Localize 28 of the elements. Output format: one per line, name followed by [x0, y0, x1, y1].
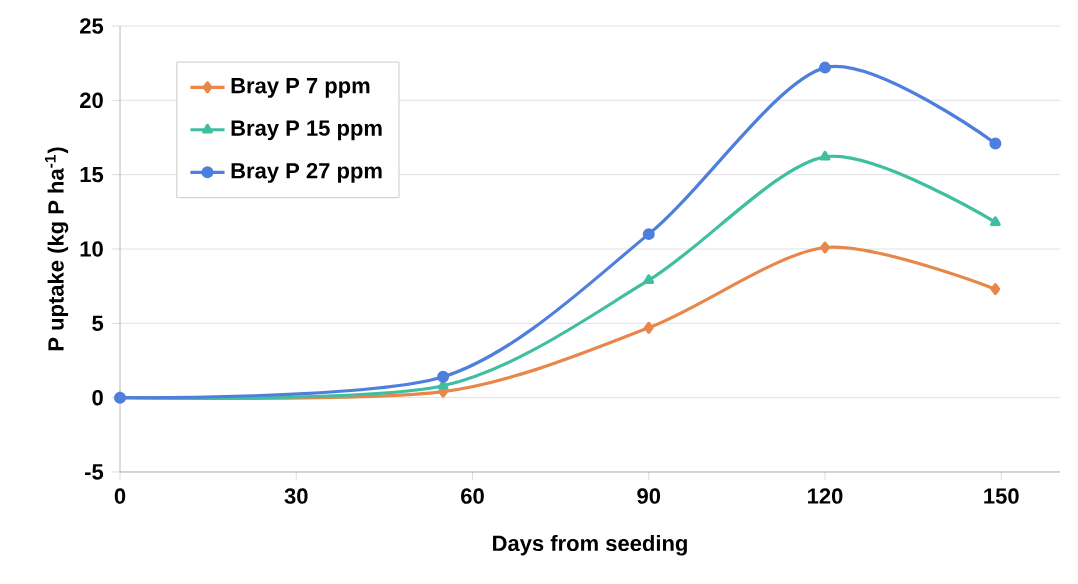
y-tick-label: 0	[92, 389, 103, 406]
point	[989, 137, 1002, 150]
y-tick-label: 5	[92, 315, 104, 331]
point	[819, 150, 831, 161]
point	[819, 61, 831, 74]
y-axis-title: P uptake (kg P ha$^{-1}$)	[45, 147, 69, 351]
x-tick-label: 90	[637, 488, 661, 504]
point	[437, 370, 450, 383]
point	[820, 241, 830, 254]
legend-label: Bray P 15 ppm	[231, 120, 382, 141]
legend-label: Bray P 7 ppm	[231, 78, 370, 98]
y-tick-label: 25	[80, 18, 104, 34]
point	[642, 228, 655, 241]
x-tick-label: 30	[284, 488, 308, 504]
point	[989, 216, 1001, 227]
x-axis-title: Days from seeding	[493, 534, 687, 556]
x-tick-label: 150	[984, 488, 1019, 504]
y-tick-label: 20	[80, 92, 103, 109]
x-tick-label: 120	[808, 488, 843, 504]
legend-label: Bray P 27 ppm	[231, 162, 382, 183]
x-tick-label: 60	[461, 488, 484, 504]
point	[990, 283, 1001, 296]
y-tick-label: 15	[80, 167, 104, 183]
y-tick-label: 10	[80, 241, 103, 257]
x-tick-label: 0	[114, 488, 126, 504]
y-tick-label: -5	[85, 464, 104, 480]
point	[643, 274, 655, 285]
point	[643, 321, 654, 334]
